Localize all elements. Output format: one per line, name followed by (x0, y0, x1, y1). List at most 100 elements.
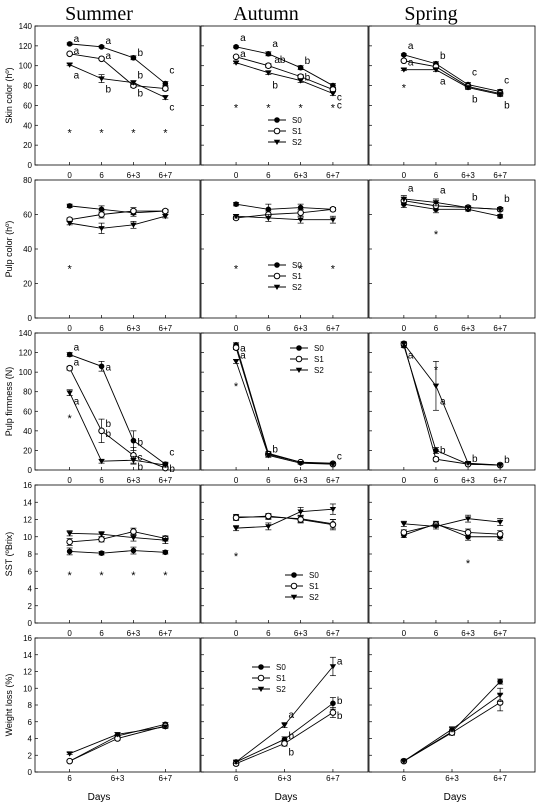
x-tick-label: 6 (266, 476, 271, 485)
data-point (130, 528, 137, 535)
legend-entry: S0 (276, 663, 286, 672)
significance-letter: a (240, 33, 246, 44)
plot-frame (34, 484, 201, 624)
series-line (69, 392, 166, 466)
season-titles: Summer Autumn Spring (65, 3, 458, 25)
legend-marker (290, 582, 298, 590)
legend-marker (257, 674, 265, 682)
series-line (403, 518, 501, 527)
x-tick-label: 0 (402, 629, 407, 638)
significance-star: * (402, 83, 407, 95)
y-axis-label: Pulp color (hº) (4, 221, 14, 278)
data-point (281, 740, 288, 747)
data-point (98, 536, 105, 543)
season-title-autumn: Autumn (233, 3, 299, 25)
x-tick-label: 6+3 (445, 774, 459, 783)
season-title-summer: Summer (65, 3, 133, 25)
data-point (265, 453, 272, 459)
y-tick-label: 120 (19, 349, 33, 358)
significance-star: * (163, 127, 168, 139)
data-point (329, 217, 337, 223)
significance-star: * (331, 102, 336, 114)
data-point (98, 531, 105, 538)
significance-letter: b (137, 71, 143, 82)
x-tick-label: 6+3 (294, 324, 308, 333)
x-tick-label: 6 (266, 629, 271, 638)
significance-star: * (234, 102, 239, 114)
significance-letter: a (408, 58, 414, 69)
significance-letter: b (472, 94, 478, 105)
x-tick-label: 6 (434, 171, 439, 180)
data-point (162, 85, 169, 92)
data-point (232, 514, 240, 522)
series-line (235, 361, 333, 465)
series-S0 (66, 351, 169, 467)
significance-letter: b (504, 100, 510, 111)
data-point (497, 678, 503, 685)
significance-letter: b (272, 444, 278, 455)
legend-marker (274, 262, 280, 268)
x-tick-label: 6+3 (127, 171, 141, 180)
y-tick-label: 0 (28, 161, 33, 170)
legend-entry: S1 (276, 674, 286, 683)
legend-entry: S0 (314, 344, 324, 353)
series-S1 (400, 521, 504, 538)
panel-2-1: 0 6 6+3 6+7 aa b c * S0 S1 S2 (200, 332, 369, 485)
x-tick-label: 6 (99, 324, 104, 333)
data-point (265, 215, 272, 221)
data-point (297, 209, 304, 217)
panel-3-1: 0 6 6+3 6+7 * S0 S1 S2 (200, 484, 369, 638)
x-tick-label: 6 (434, 476, 439, 485)
x-tick-label: 6 (67, 774, 72, 783)
x-tick-label: 0 (234, 171, 239, 180)
data-point (464, 460, 472, 467)
series-S2 (400, 341, 504, 469)
series-line (403, 60, 501, 94)
data-point (297, 78, 304, 84)
significance-letter: a (337, 656, 343, 667)
data-point (98, 76, 105, 82)
x-tick-label: 0 (67, 629, 72, 638)
series-S2 (400, 514, 504, 530)
data-point (130, 222, 137, 228)
series-S2 (400, 67, 504, 98)
significance-letter: a (408, 184, 414, 195)
data-point (232, 60, 240, 66)
significance-letter: c (337, 100, 342, 111)
significance-letter: a (440, 77, 446, 88)
significance-star: * (434, 229, 439, 241)
data-point (400, 67, 408, 73)
y-axis-label: Skin color (hº) (4, 67, 14, 123)
x-tick-label: 6+7 (159, 629, 173, 638)
x-tick-label: 6 (402, 774, 407, 783)
x-tick-label: 0 (67, 324, 72, 333)
significance-star: * (434, 364, 439, 376)
x-tick-label: 6+7 (493, 171, 507, 180)
series-S2 (400, 195, 504, 213)
legend-entry: S2 (309, 593, 319, 602)
significance-letter: b (289, 748, 295, 759)
significance-letter: a (106, 36, 112, 47)
x-tick-label: 6+3 (461, 476, 475, 485)
data-point (432, 383, 440, 389)
data-point (162, 538, 169, 544)
panel-3-0: 0 2 4 6 8 10 12 14 16 SST (ºBrix) 0 6 6+3 6+7 * * * * (4, 481, 201, 638)
plot-frame (200, 332, 369, 471)
y-tick-label: 40 (23, 121, 32, 130)
data-point (232, 214, 240, 220)
data-point (114, 732, 121, 738)
y-axis-label: Weight loss (%) (4, 674, 14, 737)
x-tick-label: 6+7 (159, 171, 173, 180)
legend-entry: S1 (292, 272, 302, 281)
y-tick-label: 16 (23, 634, 32, 643)
data-point (162, 214, 169, 220)
series-S2 (66, 389, 169, 469)
x-tick-label: 6+3 (294, 629, 308, 638)
series-line (235, 347, 333, 465)
significance-letter: a (106, 51, 112, 62)
series-S0 (400, 51, 504, 95)
x-tick-label: 0 (234, 629, 239, 638)
significance-letter: a (106, 362, 112, 373)
series-line (403, 681, 501, 762)
